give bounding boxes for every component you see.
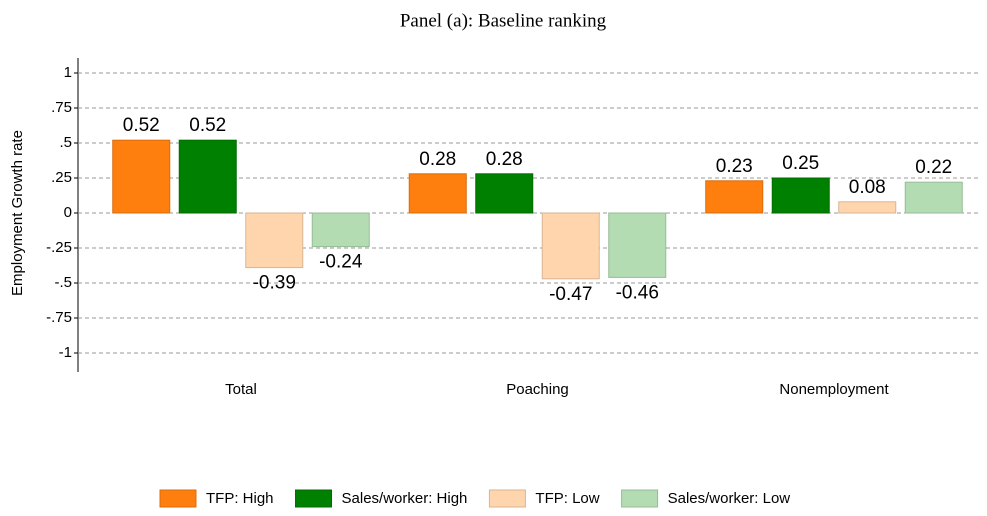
y-tick-label: .75 bbox=[51, 99, 72, 116]
bar bbox=[705, 180, 764, 214]
value-label: -0.24 bbox=[319, 252, 363, 273]
x-tick-label: Total bbox=[225, 381, 257, 398]
bar bbox=[608, 212, 667, 278]
value-label: -0.39 bbox=[253, 273, 296, 294]
bar bbox=[904, 181, 963, 214]
legend-swatch bbox=[295, 489, 333, 508]
value-label: -0.46 bbox=[616, 282, 659, 303]
bar bbox=[311, 212, 370, 248]
value-label: 0.25 bbox=[782, 153, 819, 174]
y-tick-label: 1 bbox=[64, 64, 72, 81]
value-label: 0.28 bbox=[486, 149, 523, 170]
bar bbox=[541, 212, 600, 280]
bar bbox=[408, 173, 467, 214]
bar bbox=[475, 173, 534, 214]
y-tick-label: 0 bbox=[64, 204, 72, 221]
legend-label: TFP: High bbox=[206, 490, 274, 507]
legend-label: TFP: Low bbox=[535, 490, 599, 507]
legend-swatch bbox=[159, 489, 197, 508]
x-tick-label: Poaching bbox=[506, 381, 569, 398]
legend-swatch bbox=[488, 489, 526, 508]
bar bbox=[838, 201, 897, 214]
legend-swatch bbox=[621, 489, 659, 508]
y-tick-label: .5 bbox=[59, 134, 72, 151]
y-tick-label: -.25 bbox=[46, 239, 72, 256]
y-axis-label: Employment Growth rate bbox=[9, 130, 26, 296]
value-label: 0.52 bbox=[189, 115, 226, 136]
x-tick-label: Nonemployment bbox=[779, 381, 889, 398]
y-tick-label: .25 bbox=[51, 169, 72, 186]
chart-title: Panel (a): Baseline ranking bbox=[400, 10, 607, 31]
value-label: 0.23 bbox=[716, 156, 753, 177]
bar bbox=[112, 139, 171, 214]
value-label: -0.47 bbox=[549, 284, 592, 305]
bar bbox=[178, 139, 237, 214]
value-label: 0.28 bbox=[419, 149, 456, 170]
y-tick-label: -1 bbox=[59, 344, 72, 361]
legend-label: Sales/worker: Low bbox=[668, 490, 791, 507]
bar bbox=[771, 177, 830, 214]
value-label: 0.22 bbox=[915, 157, 952, 178]
y-tick-label: -.75 bbox=[46, 309, 72, 326]
legend-label: Sales/worker: High bbox=[342, 490, 468, 507]
bar bbox=[245, 212, 304, 269]
value-label: 0.52 bbox=[123, 115, 160, 136]
y-tick-label: -.5 bbox=[54, 274, 72, 291]
value-label: 0.08 bbox=[849, 177, 886, 198]
